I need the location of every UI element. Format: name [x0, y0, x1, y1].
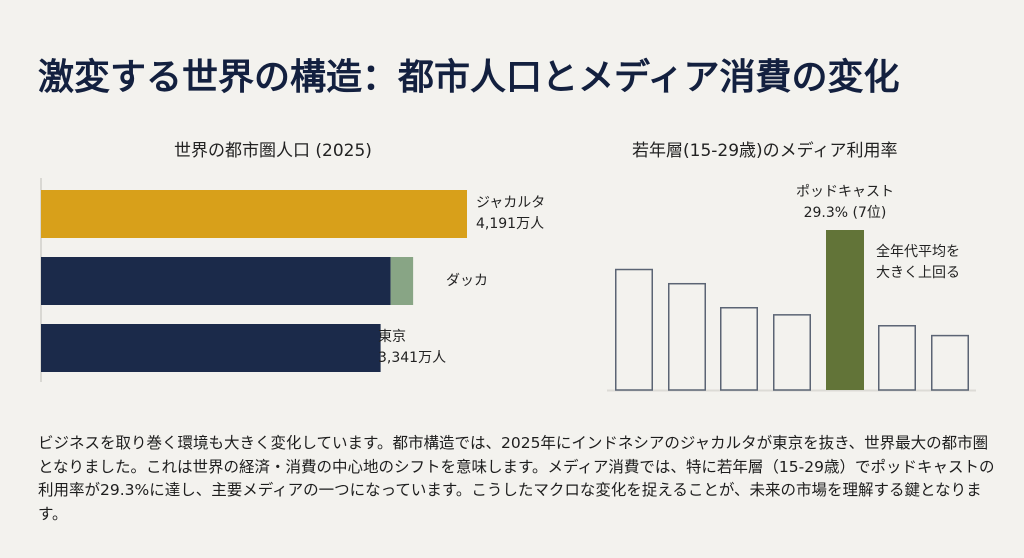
bar-dhaka — [41, 257, 391, 305]
bar-tokyo — [41, 324, 381, 372]
bar-media-7 — [931, 334, 969, 391]
bar-media-4 — [773, 314, 811, 391]
annotation: 全年代平均を 大きく上回る — [876, 242, 960, 284]
page-title: 激変する世界の構造：都市人口とメディア消費の変化 — [38, 57, 900, 98]
podcast-name: ポッドキャスト — [796, 184, 894, 200]
bar-label-value: 3,341万人 — [378, 350, 447, 366]
bar-label-name: ジャカルタ — [476, 195, 546, 211]
bar-label-dhaka: ダッカ — [446, 271, 488, 292]
bar-label-jakarta: ジャカルタ 4,191万人 — [476, 193, 545, 235]
annotation-line-2: 大きく上回る — [876, 265, 960, 281]
annotation-line-1: 全年代平均を — [876, 244, 960, 260]
bar-label-name: ダッカ — [446, 273, 488, 289]
summary-paragraph: ビジネスを取り巻く環境も大きく変化しています。都市構造では、2025年にインドネ… — [38, 434, 995, 523]
bar-podcast — [826, 230, 864, 390]
bar-label-value: 4,191万人 — [476, 216, 545, 232]
bar-label-tokyo: 東京 3,341万人 — [378, 327, 446, 369]
bar-media-6 — [878, 325, 916, 391]
right-chart-title: 若年層(15-29歳)のメディア利用率 — [632, 141, 898, 161]
left-chart-title: 世界の都市圏人口 (2025) — [174, 141, 372, 161]
bar-media-2 — [668, 282, 706, 391]
bar-media-1 — [615, 268, 653, 391]
podcast-label: ポッドキャスト 29.3% (7位) — [785, 182, 905, 224]
bar-label-name: 東京 — [378, 329, 406, 345]
bar-dhaka-increment — [390, 257, 414, 305]
bar-media-3 — [720, 306, 758, 391]
bar-jakarta — [41, 190, 467, 238]
podcast-value: 29.3% (7位) — [803, 205, 887, 221]
